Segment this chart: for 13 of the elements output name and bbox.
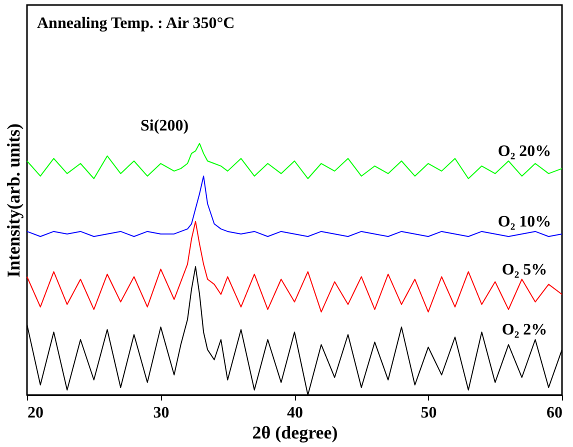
x-tick-label: 50 — [420, 404, 437, 422]
x-tick-label: 40 — [287, 404, 303, 422]
x-axis-title: 2θ (degree) — [252, 422, 338, 442]
series-label: O₂ 2% — [502, 322, 548, 339]
annotation: Si(200) — [140, 117, 189, 134]
x-tick-label: 30 — [153, 404, 170, 422]
series-label: O₂ 5% — [502, 261, 548, 278]
y-axis-title: Intensity(arb. units) — [4, 123, 24, 278]
series-label: O₂ 20% — [498, 143, 552, 160]
series-label: O₂ 10% — [498, 214, 552, 230]
x-tick-label: 60 — [546, 404, 562, 422]
x-tick-label: 20 — [28, 404, 44, 422]
text: Annealing Temp. : Air 350°C — [37, 15, 235, 32]
